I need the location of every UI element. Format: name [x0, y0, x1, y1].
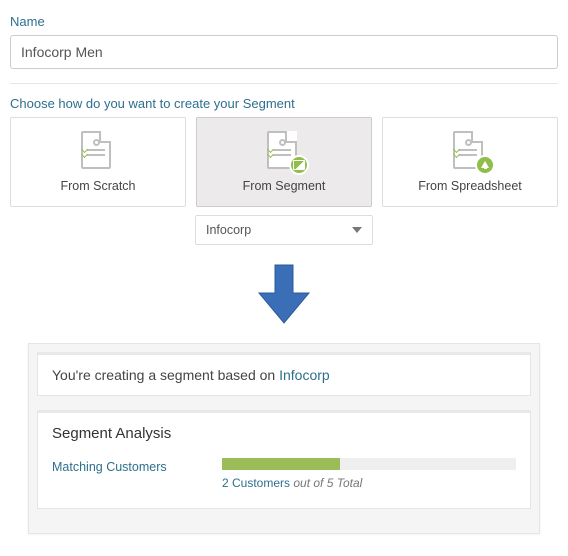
- name-input[interactable]: [10, 35, 558, 69]
- name-label: Name: [10, 14, 558, 29]
- document-segment-icon: [267, 131, 301, 171]
- count-text: 2 Customers: [222, 476, 290, 490]
- progress-bar: [222, 458, 516, 470]
- choose-label: Choose how do you want to create your Se…: [10, 96, 558, 111]
- option-from-scratch[interactable]: From Scratch: [10, 117, 186, 207]
- option-label: From Spreadsheet: [418, 179, 522, 193]
- option-from-segment[interactable]: From Segment: [196, 117, 372, 207]
- flow-arrow: [10, 263, 558, 325]
- option-label: From Segment: [243, 179, 326, 193]
- total-text: out of 5 Total: [290, 476, 362, 490]
- segment-badge-icon: [289, 155, 309, 175]
- divider: [10, 83, 558, 84]
- result-panel: You're creating a segment based on Infoc…: [28, 343, 540, 534]
- document-upload-icon: [453, 131, 487, 171]
- option-label: From Scratch: [60, 179, 135, 193]
- document-icon: [81, 131, 115, 171]
- dropdown-value: Infocorp: [206, 223, 251, 237]
- progress-fill: [222, 458, 340, 470]
- option-from-spreadsheet[interactable]: From Spreadsheet: [382, 117, 558, 207]
- metric-text: 2 Customers out of 5 Total: [222, 476, 516, 490]
- creating-info: You're creating a segment based on Infoc…: [37, 352, 531, 396]
- creating-ref: Infocorp: [279, 367, 330, 383]
- upload-badge-icon: [475, 155, 495, 175]
- segment-dropdown[interactable]: Infocorp: [195, 215, 373, 245]
- chevron-down-icon: [352, 227, 362, 233]
- analysis-box: Segment Analysis Matching Customers 2 Cu…: [37, 410, 531, 509]
- creating-prefix: You're creating a segment based on: [52, 367, 279, 383]
- analysis-title: Segment Analysis: [52, 425, 516, 442]
- matching-customers-label: Matching Customers: [52, 458, 192, 474]
- options-row: From Scratch From Segment From Spreadshe…: [10, 117, 558, 207]
